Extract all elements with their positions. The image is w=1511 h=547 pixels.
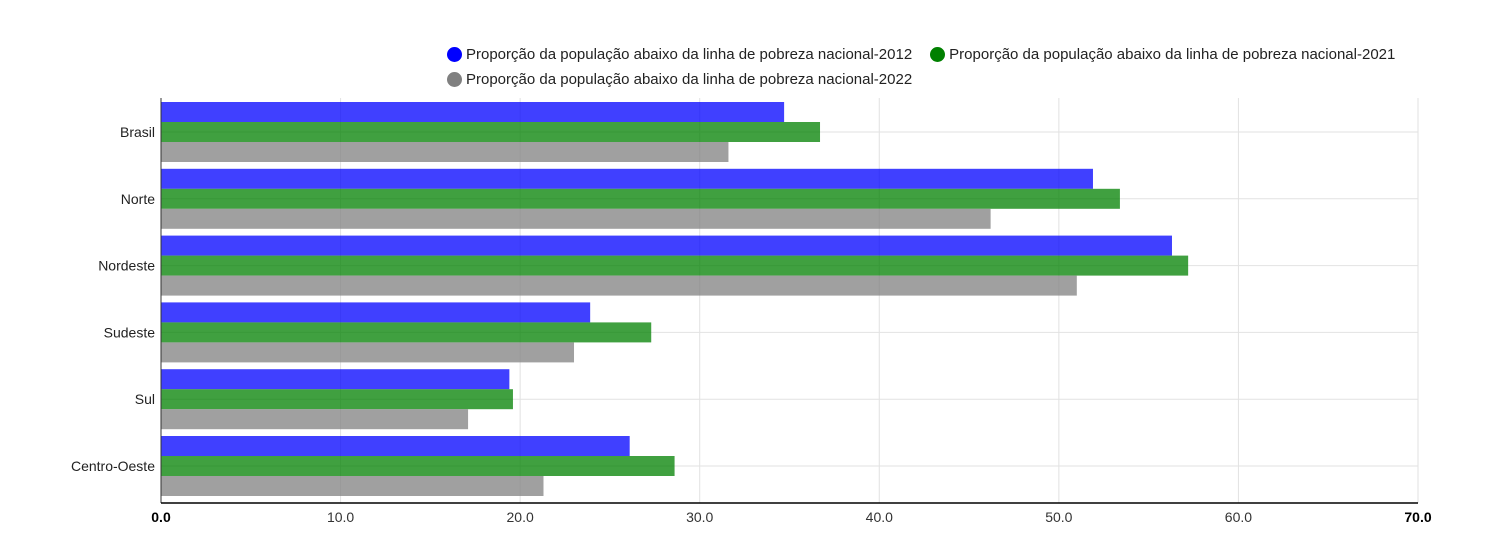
bar[interactable] bbox=[161, 322, 652, 343]
legend-swatch-2021 bbox=[930, 47, 946, 62]
legend-row-2: Proporção da população abaixo da linha d… bbox=[447, 67, 1427, 92]
bar[interactable] bbox=[161, 476, 544, 496]
bar[interactable] bbox=[161, 389, 513, 410]
legend-swatch-2012 bbox=[447, 47, 462, 62]
category-label: Brasil bbox=[120, 124, 155, 140]
bar[interactable] bbox=[161, 168, 1093, 189]
legend-item-2022[interactable]: Proporção da população abaixo da linha d… bbox=[447, 71, 912, 88]
bar[interactable] bbox=[161, 235, 1172, 256]
chart-legend: Proporção da população abaixo da linha d… bbox=[447, 42, 1427, 92]
x-tick-label: 10.0 bbox=[327, 509, 354, 525]
legend-label-2021: Proporção da população abaixo da linha d… bbox=[949, 46, 1396, 63]
legend-swatch-2022 bbox=[447, 72, 462, 87]
bar[interactable] bbox=[161, 436, 630, 456]
category-label: Nordeste bbox=[98, 258, 155, 274]
bar[interactable] bbox=[161, 275, 1077, 296]
legend-label-2012: Proporção da população abaixo da linha d… bbox=[466, 46, 913, 63]
x-tick-label: 50.0 bbox=[1045, 509, 1072, 525]
axes-group: 0.0 10.0 20.0 30.0 40.0 50.0 60.0 70.0 Brasil Nor… bbox=[71, 98, 1432, 525]
category-label: Norte bbox=[121, 191, 155, 207]
bar[interactable] bbox=[161, 302, 591, 323]
legend-item-2012[interactable]: Proporção da população abaixo da linha d… bbox=[447, 46, 912, 63]
bar[interactable] bbox=[161, 122, 821, 142]
legend-row-1: Proporção da população abaixo da linha d… bbox=[447, 42, 1427, 67]
bar[interactable] bbox=[161, 208, 991, 229]
x-tick-label: 70.0 bbox=[1404, 509, 1431, 525]
x-tick-label: 30.0 bbox=[686, 509, 713, 525]
category-label: Centro-Oeste bbox=[71, 458, 155, 474]
legend-label-2022: Proporção da população abaixo da linha d… bbox=[466, 71, 913, 88]
bar[interactable] bbox=[161, 142, 729, 162]
bars-group bbox=[161, 102, 1189, 496]
bar[interactable] bbox=[161, 369, 510, 390]
x-tick-label: 60.0 bbox=[1225, 509, 1252, 525]
bar[interactable] bbox=[161, 188, 1120, 209]
legend-item-2021[interactable]: Proporção da população abaixo da linha d… bbox=[930, 46, 1395, 63]
bar[interactable] bbox=[161, 409, 469, 430]
x-tick-label: 20.0 bbox=[507, 509, 534, 525]
category-label: Sudeste bbox=[104, 324, 156, 340]
x-tick-label: 0.0 bbox=[151, 509, 171, 525]
bar[interactable] bbox=[161, 102, 785, 122]
category-label: Sul bbox=[135, 391, 155, 407]
bar[interactable] bbox=[161, 255, 1189, 276]
x-tick-label: 40.0 bbox=[866, 509, 893, 525]
bar[interactable] bbox=[161, 342, 575, 363]
bar[interactable] bbox=[161, 456, 675, 476]
